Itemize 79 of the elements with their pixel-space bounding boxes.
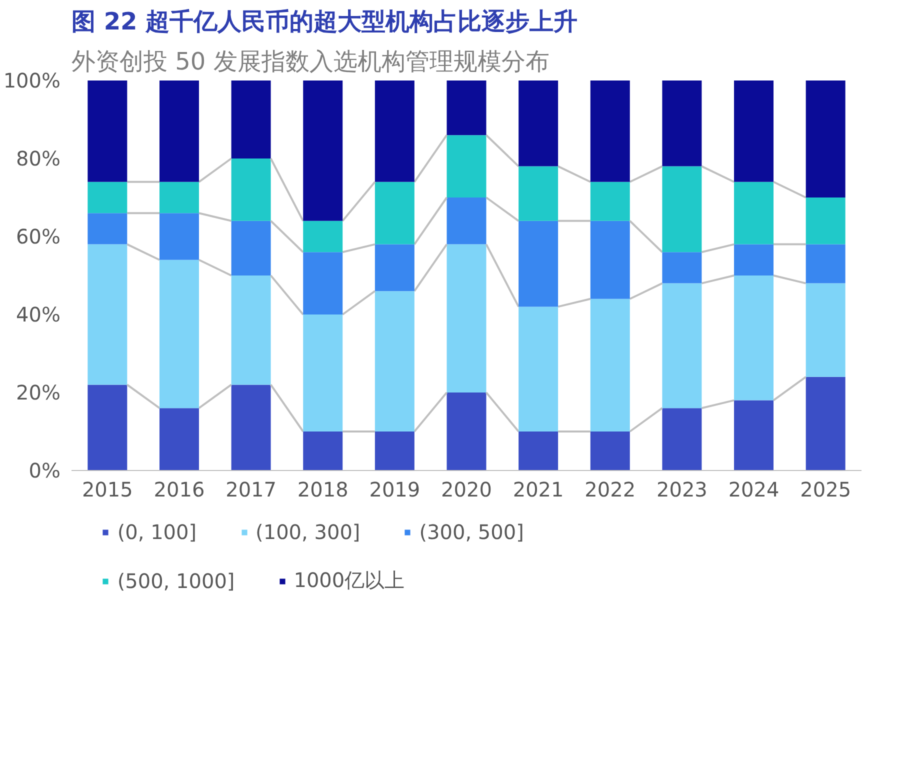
bar <box>159 213 199 260</box>
legend-label: 1000亿以上 <box>294 567 405 594</box>
bar <box>88 213 128 244</box>
bar <box>374 80 414 182</box>
x-tick-label: 2024 <box>728 478 780 502</box>
bar <box>231 384 271 470</box>
bar <box>446 244 486 392</box>
bar <box>159 182 199 214</box>
bar <box>303 314 343 432</box>
x-tick-label: 2021 <box>512 478 564 502</box>
bar <box>518 166 558 221</box>
bar <box>374 244 414 292</box>
bar <box>734 400 774 470</box>
bar <box>590 220 630 299</box>
bar <box>446 198 486 244</box>
bar <box>446 80 486 136</box>
bar <box>518 306 558 432</box>
bar <box>159 80 199 182</box>
legend-label: (0, 100] <box>117 520 197 544</box>
bar <box>159 408 199 470</box>
bar <box>374 182 414 244</box>
bar <box>806 283 846 377</box>
legend-label: (100, 300] <box>256 520 360 544</box>
bar <box>590 80 630 182</box>
bar <box>662 80 702 166</box>
bar <box>231 80 271 158</box>
x-tick-label: 2025 <box>800 478 852 502</box>
chart-subtitle: 外资创投 50 发展指数入选机构管理规模分布 <box>72 48 550 76</box>
bar <box>303 252 343 314</box>
bar <box>518 80 558 166</box>
bar <box>88 182 128 214</box>
bar <box>806 376 846 470</box>
x-tick-label: 2023 <box>656 478 708 502</box>
bar <box>662 166 702 252</box>
x-tick-label: 2022 <box>584 478 636 502</box>
x-tick-label: 2017 <box>226 478 277 502</box>
bar <box>734 182 774 244</box>
bar <box>734 80 774 182</box>
bar <box>806 244 846 284</box>
bar <box>806 198 846 244</box>
bar <box>662 283 702 408</box>
bar <box>446 392 486 470</box>
y-tick-label: 20% <box>16 380 60 404</box>
bar <box>374 291 414 432</box>
chart-title: 图 22 超千亿人民币的超大型机构占比逐步上升 <box>72 8 578 36</box>
x-tick-label: 2018 <box>297 478 348 502</box>
legend-label: (500, 1000] <box>117 568 235 592</box>
bar <box>159 260 199 408</box>
bar <box>734 244 774 276</box>
bar <box>374 432 414 470</box>
x-tick-label: 2016 <box>154 478 205 502</box>
bar <box>231 220 271 276</box>
bar <box>88 80 128 182</box>
y-tick-label: 80% <box>16 146 60 170</box>
bar <box>590 298 630 432</box>
bar <box>231 158 271 221</box>
bar <box>590 432 630 470</box>
bar <box>303 220 343 252</box>
bar <box>88 244 128 385</box>
bar <box>303 432 343 470</box>
bar <box>518 432 558 470</box>
y-tick-label: 0% <box>28 458 61 482</box>
y-tick-label: 100% <box>3 68 61 92</box>
x-tick-label: 2019 <box>369 478 420 502</box>
bar <box>231 276 271 385</box>
bar <box>303 80 343 221</box>
bar <box>662 252 702 284</box>
x-tick-label: 2015 <box>82 478 133 502</box>
bar <box>590 182 630 221</box>
y-tick-label: 40% <box>16 302 60 326</box>
bar <box>734 276 774 400</box>
bar <box>662 408 702 470</box>
x-tick-label: 2020 <box>441 478 492 502</box>
y-tick-label: 60% <box>16 224 60 248</box>
bar <box>518 220 558 307</box>
bar <box>88 384 128 470</box>
bar <box>446 135 486 198</box>
bar <box>806 80 846 198</box>
legend-label: (300, 500] <box>419 520 524 544</box>
